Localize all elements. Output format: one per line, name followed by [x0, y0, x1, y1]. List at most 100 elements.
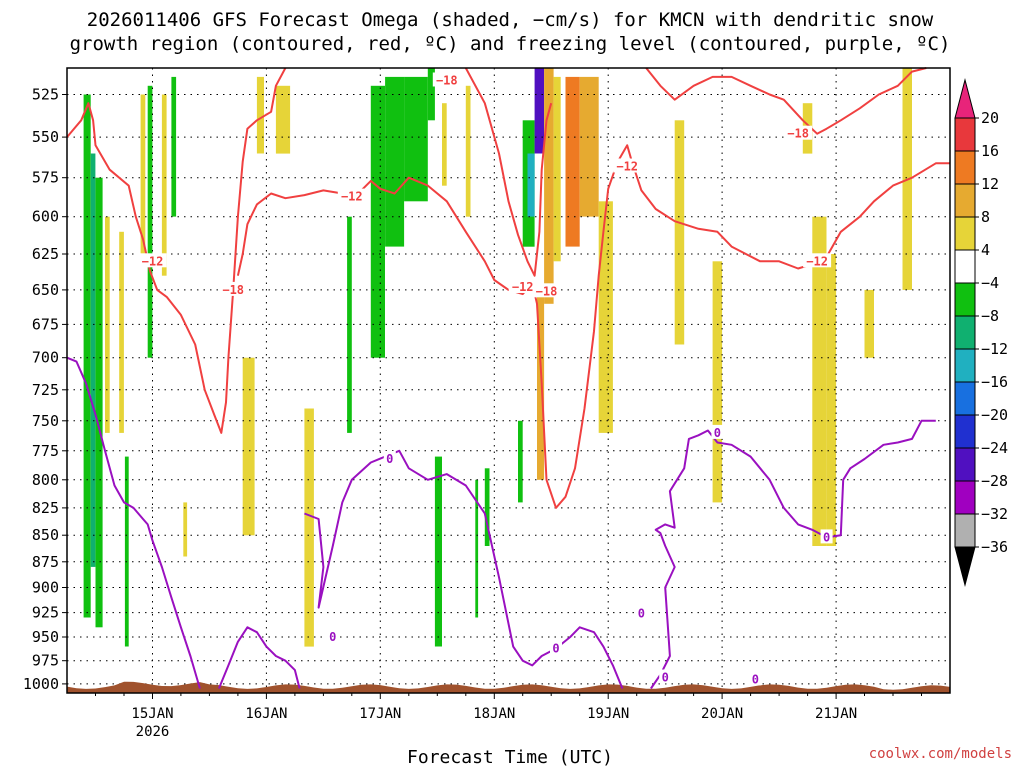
- y-tick-label-775: 775: [32, 442, 59, 460]
- colorbar-box-11: [954, 447, 976, 482]
- contour-0-line-3: [645, 67, 927, 135]
- colorbar-label-11: −28: [981, 472, 1008, 490]
- x-axis-label: Forecast Time (UTC): [407, 747, 613, 768]
- contour-1-label-3: 0: [714, 426, 721, 440]
- x-tick-label-4: 19JAN: [587, 706, 629, 722]
- omega-cell-1: [90, 153, 96, 567]
- omega-cell-25: [518, 420, 523, 503]
- omega-cell-32: [565, 76, 580, 247]
- plot-background: [67, 68, 950, 693]
- x-tick-label-5: 20JAN: [701, 706, 743, 722]
- y-tick-label-675: 675: [32, 315, 59, 333]
- contour-1-label-1: 0: [552, 642, 559, 656]
- omega-cell-35: [674, 120, 685, 345]
- contour-1-label-4: 0: [823, 530, 830, 544]
- ground-surface: [67, 681, 950, 693]
- y-tick-label-975: 975: [32, 652, 59, 670]
- contour-0-label-6: −12: [616, 160, 638, 174]
- contour-0-label-1: −18: [222, 283, 244, 297]
- contour-1-label-2: 0: [662, 671, 669, 685]
- contour-0-label-bg-4: [508, 279, 537, 293]
- y-tick-label-875: 875: [32, 553, 59, 571]
- contour-1-label-7: 0: [752, 672, 759, 686]
- contour-1-line-2: [304, 449, 624, 689]
- y-tick-label-700: 700: [32, 349, 59, 367]
- omega-cell-27: [527, 153, 535, 217]
- colorbar-box-8: [954, 348, 976, 383]
- colorbar-label-2: 12: [981, 175, 999, 193]
- omega-cell-4: [119, 231, 124, 433]
- contour-1-label-5: 0: [638, 607, 645, 621]
- colorbar-label-5: −4: [981, 274, 999, 292]
- contour-0-line-0: [66, 67, 287, 434]
- omega-cell-31: [553, 76, 561, 262]
- contour-1-label-bg-2: [659, 669, 672, 684]
- omega-cell-17: [385, 76, 405, 247]
- y-tick-label-550: 550: [32, 128, 59, 146]
- colorbar-label-4: 4: [981, 241, 990, 259]
- omega-cell-23: [475, 479, 479, 618]
- contour-0-label-bg-0: [138, 253, 167, 268]
- contour-0-label-7: −18: [787, 127, 809, 141]
- colorbar-label-9: −20: [981, 406, 1008, 424]
- colorbar-box-5: [954, 249, 976, 284]
- colorbar-bottom-arrow: [954, 546, 976, 587]
- omega-cell-16: [370, 85, 385, 358]
- omega-cell-5: [124, 456, 129, 647]
- x-tick-label-6: 21JAN: [815, 706, 857, 722]
- omega-shading: [83, 68, 912, 647]
- colorbar-label-7: −12: [981, 340, 1008, 358]
- y-tick-label-575: 575: [32, 169, 59, 187]
- y-tick-label-600: 600: [32, 208, 59, 226]
- contour-1-label-bg-4: [820, 529, 833, 544]
- y-tick-label-650: 650: [32, 281, 59, 299]
- contour-0-label-0: −12: [142, 254, 164, 268]
- omega-cell-7: [147, 85, 153, 358]
- contour-1-label-bg-5: [635, 605, 648, 620]
- y-tick-label-525: 525: [32, 86, 59, 104]
- x-tick-label-0: 15JAN: [131, 706, 173, 722]
- colorbar-box-10: [954, 414, 976, 449]
- omega-cell-29: [544, 68, 554, 304]
- contour-0-label-5: −18: [536, 284, 558, 298]
- contour-1-label-bg-7: [749, 671, 762, 686]
- contour-1-label-0: 0: [386, 452, 393, 466]
- colorbar-top-arrow: [954, 78, 976, 119]
- omega-cell-39: [826, 254, 837, 546]
- omega-cell-34: [598, 201, 613, 433]
- x-axis-ticks: 15JAN 2026 16JAN 17JAN 18JAN 19JAN 20JAN 21JAN: [95, 693, 922, 740]
- contour-0-label-bg-6: [613, 158, 642, 173]
- colorbar-label-6: −8: [981, 307, 999, 325]
- contour-0-label-bg-3: [432, 72, 461, 87]
- plot-frame: [66, 67, 951, 694]
- contour-0-label-bg-1: [219, 281, 248, 296]
- colorbar-label-10: −24: [981, 439, 1008, 457]
- y-tick-label-1000: 1000: [23, 675, 59, 693]
- y-axis-ticks: 525 550 575 600 625 650 675 700 725 750 775 800 825 8…: [23, 86, 67, 693]
- y-tick-label-850: 850: [32, 526, 59, 544]
- omega-cell-24: [484, 468, 490, 546]
- omega-cell-30: [537, 289, 545, 480]
- colorbar-box-6: [954, 282, 976, 317]
- colorbar-box-2: [954, 150, 976, 185]
- omega-cell-2: [95, 177, 103, 628]
- contour-0-label-4: −12: [512, 280, 534, 294]
- contour-1-label-bg-1: [550, 640, 562, 655]
- contour-1-line-1: [217, 626, 301, 689]
- omega-cell-12: [256, 76, 264, 154]
- contour-1-label-bg-0: [383, 451, 396, 465]
- contour-1-label-bg-3: [711, 424, 724, 439]
- colorbar-box-1: [954, 117, 976, 152]
- contour-0-label-8: −12: [806, 254, 828, 268]
- omega-cell-20: [434, 456, 442, 647]
- colorbar-box-3: [954, 183, 976, 218]
- colorbar-box-9: [954, 381, 976, 416]
- contour-0-label-3: −18: [436, 74, 458, 88]
- colorbar-box-13: [954, 513, 976, 548]
- colorbar-label-13: −36: [981, 538, 1008, 556]
- colorbar-box-4: [954, 216, 976, 251]
- y-tick-label-625: 625: [32, 245, 59, 263]
- y-tick-label-725: 725: [32, 381, 59, 399]
